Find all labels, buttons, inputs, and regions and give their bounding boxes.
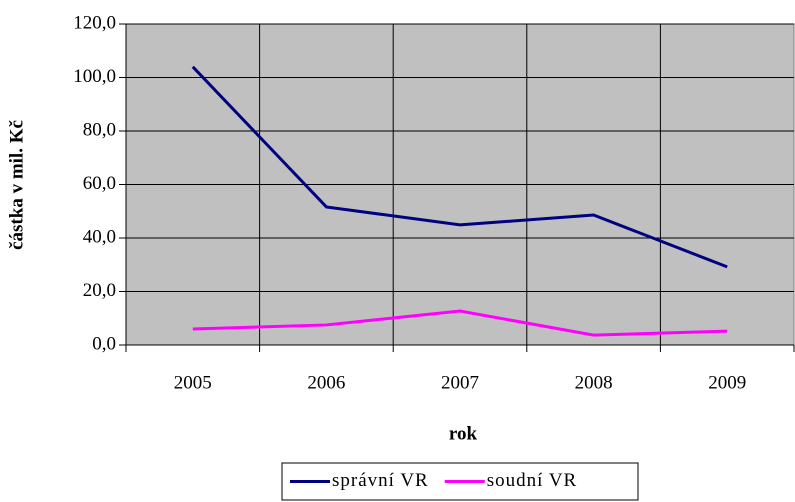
y-tick-label: 80,0 [83, 119, 116, 140]
x-tick-label: 2007 [441, 372, 479, 393]
legend-label: správní VR [332, 470, 429, 491]
x-tick-label: 2009 [708, 372, 746, 393]
y-axis-label: částka v mil. Kč [6, 120, 27, 250]
x-axis-label: rok [449, 423, 478, 444]
y-tick-label: 100,0 [73, 66, 116, 87]
legend-label: soudní VR [487, 470, 577, 491]
y-tick-label: 0,0 [92, 333, 116, 354]
x-tick-label: 2008 [575, 372, 613, 393]
x-tick-label: 2006 [307, 372, 345, 393]
series-line [191, 65, 728, 269]
y-tick-label: 120,0 [73, 12, 116, 33]
y-tick-label: 40,0 [83, 226, 116, 247]
y-tick-label: 60,0 [83, 173, 116, 194]
x-tick-label: 2005 [174, 372, 212, 393]
series-line [192, 309, 728, 337]
y-tick-label: 20,0 [83, 280, 116, 301]
